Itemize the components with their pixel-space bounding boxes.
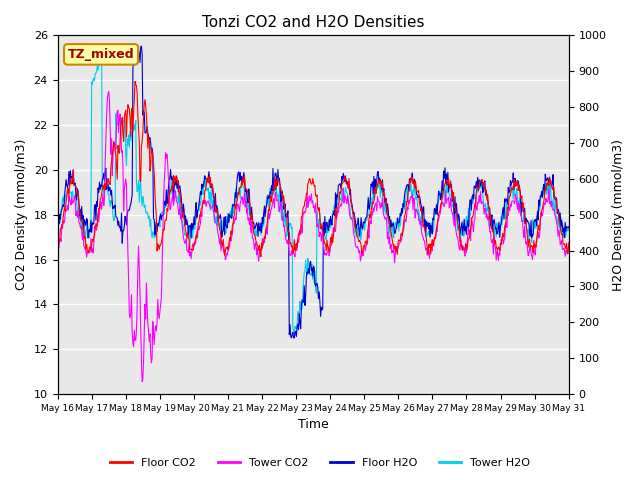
Y-axis label: H2O Density (mmol/m3): H2O Density (mmol/m3) xyxy=(612,139,625,291)
X-axis label: Time: Time xyxy=(298,419,328,432)
Text: TZ_mixed: TZ_mixed xyxy=(68,48,134,61)
Y-axis label: CO2 Density (mmol/m3): CO2 Density (mmol/m3) xyxy=(15,139,28,290)
Title: Tonzi CO2 and H2O Densities: Tonzi CO2 and H2O Densities xyxy=(202,15,424,30)
Legend: Floor CO2, Tower CO2, Floor H2O, Tower H2O: Floor CO2, Tower CO2, Floor H2O, Tower H… xyxy=(105,453,535,472)
